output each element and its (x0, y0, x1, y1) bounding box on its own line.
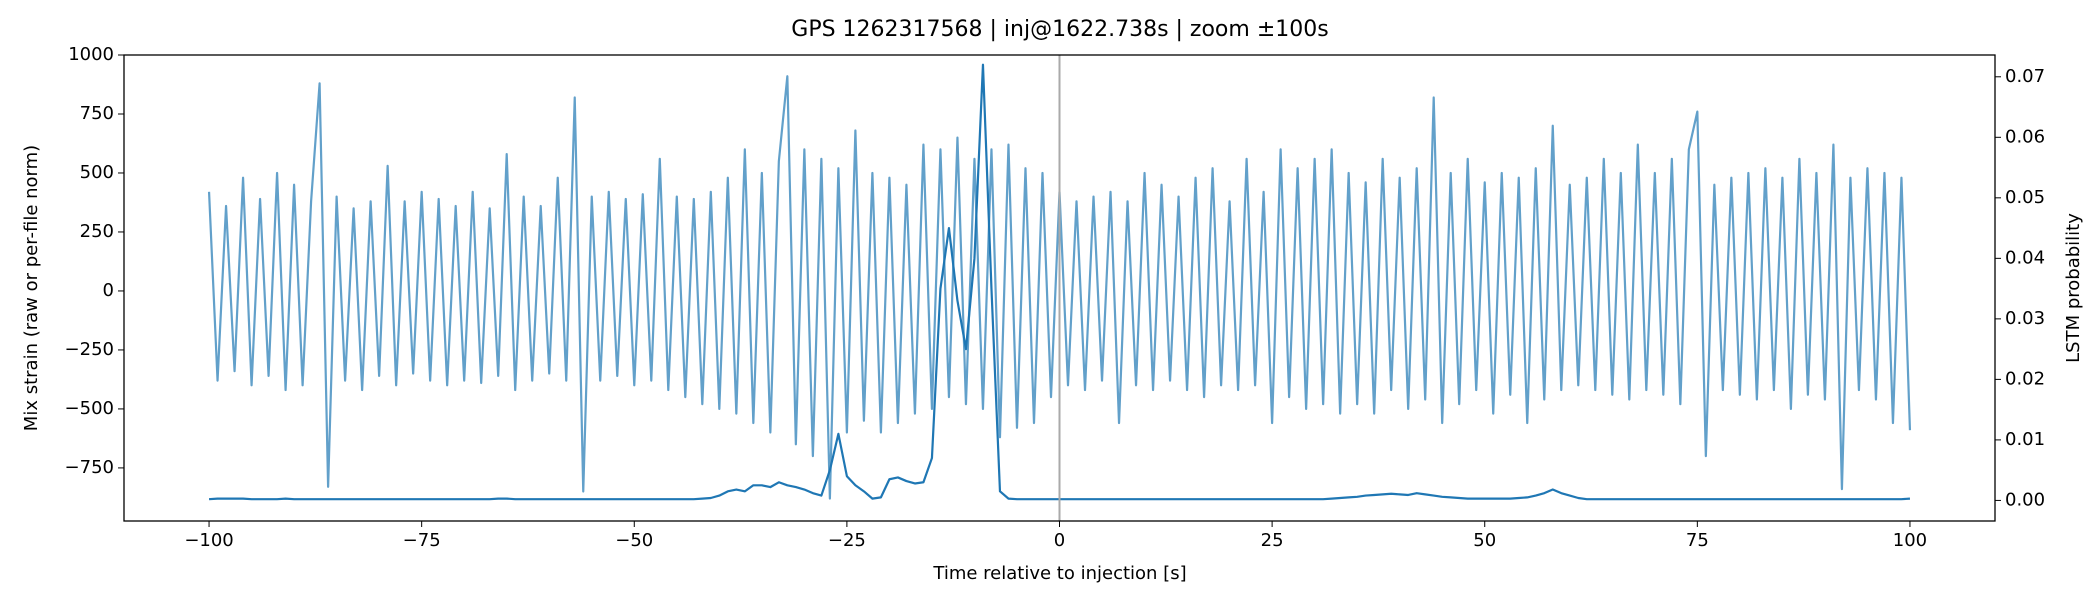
chart-title: GPS 1262317568 | inj@1622.738s | zoom ±1… (791, 17, 1328, 42)
y-tick-label: −250 (65, 339, 114, 360)
y2-tick-label: 0.04 (2005, 247, 2045, 268)
y-tick-label: −750 (65, 457, 114, 478)
y-tick-label: −500 (65, 398, 114, 419)
y-tick-label: 250 (80, 221, 114, 242)
y2-axis-label: LSTM probability (2063, 213, 2084, 363)
x-tick-label: 100 (1893, 530, 1927, 551)
x-tick-label: −50 (615, 530, 653, 551)
y2-tick-label: 0.03 (2005, 308, 2045, 329)
x-tick-label: 50 (1473, 530, 1496, 551)
y2-tick-label: 0.01 (2005, 429, 2045, 450)
y2-tick-label: 0.00 (2005, 489, 2045, 510)
y2-tick-label: 0.07 (2005, 66, 2045, 87)
y-tick-label: 750 (80, 103, 114, 124)
x-axis-label: Time relative to injection [s] (932, 563, 1186, 584)
y2-tick-label: 0.02 (2005, 368, 2045, 389)
plot-frame (123, 54, 1996, 522)
y2-tick-label: 0.06 (2005, 126, 2045, 147)
x-tick-label: 0 (1054, 530, 1065, 551)
x-tick-label: 25 (1261, 530, 1284, 551)
x-tick-label: −25 (828, 530, 866, 551)
y-tick-label: 1000 (68, 44, 114, 65)
y2-tick-label: 0.05 (2005, 187, 2045, 208)
y-tick-label: 0 (103, 280, 114, 301)
y-tick-label: 500 (80, 162, 114, 183)
y-axis-label: Mix strain (raw or per-file norm) (21, 145, 42, 431)
x-tick-label: 75 (1686, 530, 1709, 551)
x-tick-label: −100 (184, 530, 233, 551)
x-tick-label: −75 (403, 530, 441, 551)
